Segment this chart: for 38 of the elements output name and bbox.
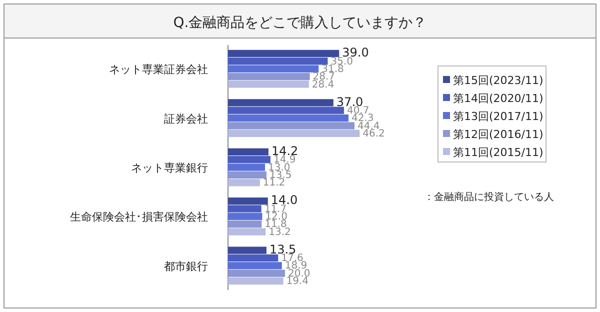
text: ：金融商品に投資している人 (424, 191, 554, 203)
legend-label: 第15回(2023/11) (453, 74, 544, 87)
bar (228, 80, 309, 88)
legend-label: 第14回(2020/11) (453, 92, 544, 105)
bar (228, 122, 355, 130)
y-tick-label: 都市銀行 (164, 260, 208, 273)
y-tick-label: ネット専業証券会社 (109, 63, 208, 76)
bar (228, 220, 262, 228)
bar (228, 262, 282, 270)
data-label: 19.4 (286, 276, 309, 288)
bar (228, 72, 310, 80)
bar (228, 277, 284, 285)
bar (228, 212, 262, 220)
chart-title: Q.金融商品をどこで購入していますか？ (173, 15, 427, 31)
bar (228, 148, 268, 156)
bar (228, 164, 266, 171)
bar (228, 246, 266, 254)
bar (228, 130, 360, 137)
bar (228, 205, 262, 212)
bar (228, 254, 278, 262)
y-tick-label: ネット専業銀行 (131, 162, 208, 174)
y-tick-label: 証券会社 (164, 112, 208, 126)
legend-label: 第12回(2016/11) (453, 128, 544, 141)
y-tick-label: 生命保険会社･損害保険会社 (70, 210, 208, 224)
bar (228, 58, 328, 65)
bar (228, 50, 340, 58)
bar (228, 106, 344, 114)
bar (228, 65, 319, 72)
bar (228, 179, 260, 186)
bar (228, 114, 349, 122)
bar (228, 171, 266, 179)
legend-label: 第13回(2017/11) (453, 110, 544, 123)
legend-label: 第11回(2015/11) (453, 146, 544, 159)
bar (228, 99, 334, 106)
bar (228, 156, 270, 164)
bar (228, 228, 266, 236)
bar (228, 198, 268, 205)
bar (228, 270, 285, 277)
